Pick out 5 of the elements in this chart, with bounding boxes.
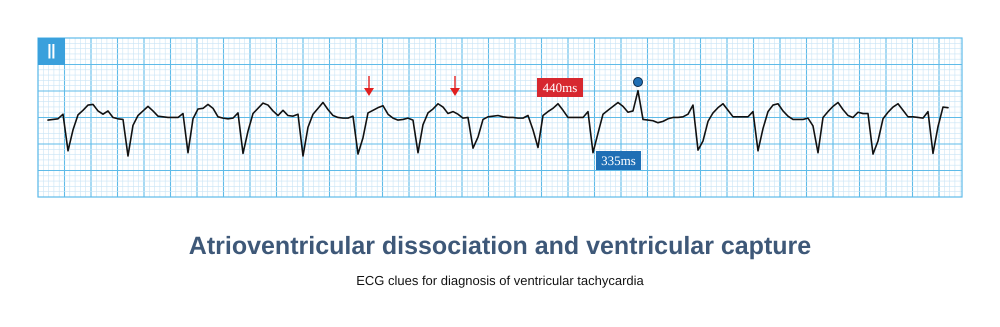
text: ECG clues for diagnosis of ventricular tachycardia: [356, 273, 645, 288]
annotation: 440ms: [542, 80, 578, 96]
annotation: 335ms: [601, 153, 636, 168]
text: Ⅱ: [46, 42, 56, 64]
text: Atrioventricular dissociation and ventricular capture: [188, 232, 812, 260]
